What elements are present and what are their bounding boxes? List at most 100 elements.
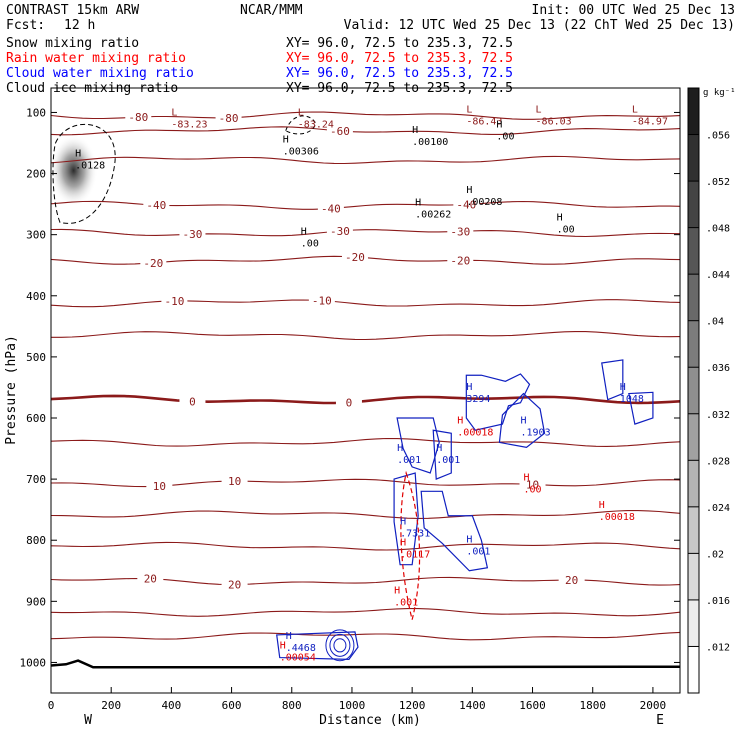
cloud-water-contour <box>393 472 419 566</box>
rain-max-marker: H <box>280 640 286 651</box>
isotherm-label-bg <box>179 395 206 407</box>
snow-max-marker: H <box>415 197 421 208</box>
valid-time: Valid: 12 UTC Wed 25 Dec 13 (22 ChT Wed … <box>344 18 735 33</box>
isotherm-label-bg <box>558 573 585 585</box>
isotherm-label-bg <box>317 202 344 214</box>
ice-max-value: .0128 <box>75 160 105 171</box>
isotherm-label-bg <box>453 198 480 210</box>
isotherm-label: 20 <box>144 573 157 586</box>
snow-max-value: .00306 <box>283 146 319 157</box>
isotherm-line <box>51 510 680 519</box>
colorbar-label: .012 <box>706 642 730 653</box>
colorbar-label: .052 <box>706 177 730 188</box>
colorbar-label: .036 <box>706 363 730 374</box>
cloud-water-max-marker: H <box>466 382 472 393</box>
cloud-water-max-value: 3294 <box>466 394 490 405</box>
y-tick-label: 700 <box>26 473 46 486</box>
isotherm-label: -40 <box>456 198 476 211</box>
rain-contour <box>400 470 421 620</box>
temperature-min-value: -86.03 <box>536 117 572 128</box>
colorbar-segment <box>688 181 699 228</box>
isotherm-label-bg <box>146 480 173 492</box>
isotherm-label: -40 <box>321 202 341 215</box>
isotherm-label: -20 <box>143 257 163 270</box>
x-tick-label: 1800 <box>579 699 606 712</box>
forecast-label: Fcst: <box>6 18 45 33</box>
x-tick-label: 600 <box>222 699 242 712</box>
x-tick-label: 1400 <box>459 699 486 712</box>
temperature-min-marker: L <box>466 105 472 116</box>
isotherm-label-bg <box>308 294 335 306</box>
colorbar-segment <box>688 367 699 414</box>
isotherm-line <box>51 331 680 341</box>
isotherm-label: 10 <box>228 475 241 488</box>
isotherm-label: -60 <box>330 125 350 138</box>
y-axis-title: Pressure (hPa) <box>4 335 19 445</box>
cloud-water-contour <box>396 417 440 474</box>
cloud-water-max-value: .001 <box>466 547 490 558</box>
legend-xy: XY= 96.0, 72.5 to 235.3, 72.5 <box>286 66 513 81</box>
x-tick-label: 1200 <box>399 699 426 712</box>
snow-max-value: .00 <box>301 239 319 250</box>
x-tick-label: 1000 <box>339 699 366 712</box>
legend-item: Rain water mixing ratio <box>6 51 186 66</box>
chart-header: CONTRAST 15km ARW NCAR/MMM Init: 00 UTC … <box>6 3 735 33</box>
x-axis: 0 200 400 600 800 1000 1200 1400 1600 1800 2000 <box>48 687 666 712</box>
isotherm-label: 20 <box>565 574 578 587</box>
rain-max-value: .00 <box>524 484 542 495</box>
isotherm-label-bg <box>341 250 368 262</box>
cloud-water-core <box>333 638 347 653</box>
cloud-water-max-value: .1903 <box>520 427 550 438</box>
colorbar-frame <box>687 87 700 694</box>
snow-max-marker: H <box>557 213 563 224</box>
isotherm-label: -20 <box>450 254 470 267</box>
init-time: Init: 00 UTC Wed 25 Dec 13 <box>532 3 736 18</box>
y-tick-label: 900 <box>26 595 46 608</box>
isotherm-line <box>51 126 680 136</box>
plot-frame <box>50 87 681 694</box>
isotherm-label-bg <box>143 199 170 211</box>
variable-legend: Snow mixing ratio XY= 96.0, 72.5 to 235.3… <box>6 36 513 96</box>
snow-max-marker: H <box>496 120 502 131</box>
colorbar-segment <box>688 320 699 368</box>
rain-max-value: .00018 <box>599 512 635 523</box>
cloud-water-contour <box>276 631 359 660</box>
cloud-ice-contour <box>52 123 116 224</box>
snow-contour <box>285 115 317 135</box>
isotherm-line <box>51 541 680 551</box>
west-label: W <box>84 713 92 728</box>
isotherm-label-bg <box>447 254 474 266</box>
colorbar-label: .044 <box>706 270 730 281</box>
center-title: NCAR/MMM <box>240 3 303 18</box>
isotherm-label: -30 <box>330 225 350 238</box>
forecast-hours: 12 h <box>64 18 95 33</box>
isotherm-label: -80 <box>219 112 239 125</box>
temperature-min-marker: L <box>536 105 542 116</box>
colorbar-label: .056 <box>706 131 730 142</box>
cloud-water-contour <box>465 373 531 431</box>
isotherm-label: 0 <box>346 396 353 409</box>
colorbar-unit: g kg⁻¹ <box>703 88 736 98</box>
cloud-water-max-value: .7331 <box>400 528 430 539</box>
ice-max-marker: H <box>75 148 81 159</box>
isotherm-label-bg <box>179 228 206 240</box>
cloud-water-core <box>329 633 351 657</box>
isotherm-line <box>51 478 680 488</box>
isotherm-label-bg <box>137 572 164 584</box>
colorbar-segment <box>688 460 699 507</box>
colorbar-segment <box>688 88 699 135</box>
snow-max-value: .00100 <box>412 137 448 148</box>
snow-max-value: .00 <box>496 132 514 143</box>
cloud-water-max-marker: H <box>620 382 626 393</box>
isotherm-label: -30 <box>183 228 203 241</box>
isotherm-line <box>51 299 680 308</box>
cloud-water-max-value: .001 <box>436 455 460 466</box>
temperature-min-value: -86.43 <box>466 117 502 128</box>
colorbar-segment <box>688 553 699 600</box>
snow-max-value: .00208 <box>466 197 502 208</box>
cloud-water-max-marker: H <box>286 631 292 642</box>
rain-max-marker: H <box>394 585 400 596</box>
colorbar-label: .028 <box>706 456 730 467</box>
isotherm-label-bg <box>125 111 152 123</box>
y-tick-label: 800 <box>26 534 46 547</box>
